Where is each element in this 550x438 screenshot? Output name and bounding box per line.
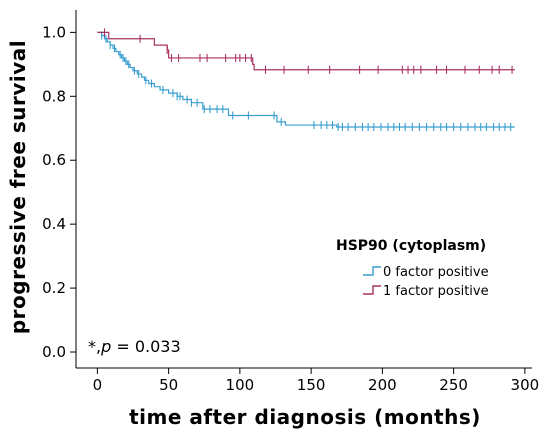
p-value-annotation: *,p = 0.033 [88,337,181,356]
y-tick-label: 0.8 [42,87,66,105]
x-tick-label: 200 [368,376,397,394]
p-value-variable: p [100,337,111,356]
x-tick-label: 250 [439,376,468,394]
y-tick-label: 0.0 [42,343,66,361]
x-tick-label: 50 [159,376,178,394]
survival-curve [97,31,515,128]
legend-swatch [363,285,381,295]
y-tick-label: 1.0 [42,23,66,41]
y-tick-label: 0.4 [42,215,66,233]
y-axis-title: progressive free survival [6,40,30,334]
p-value-text: = 0.033 [111,337,180,356]
x-tick-label: 150 [297,376,326,394]
series-2 [97,28,515,74]
legend-item: 1 factor positive [363,284,489,299]
legend: HSP90 (cytoplasm) 0 factor positive 1 fact… [336,238,489,299]
legend-swatch [363,266,381,276]
p-value-prefix: *, [88,337,101,356]
x-tick-label: 0 [93,376,103,394]
series-layer [97,28,515,131]
axes: 0.0 0.2 0.4 0.6 0.8 1.0 0 50 100 150 200 250 300 [42,10,539,394]
x-tick-label: 100 [226,376,255,394]
x-axis-title: time after diagnosis (months) [129,405,481,429]
y-tick-label: 0.6 [42,151,66,169]
legend-item: 0 factor positive [363,265,489,280]
legend-label: 1 factor positive [383,284,489,299]
y-tick-label: 0.2 [42,279,66,297]
legend-title: HSP90 (cytoplasm) [336,238,486,254]
survival-curve [97,31,515,71]
legend-label: 0 factor positive [383,265,489,280]
x-tick-label: 300 [511,376,540,394]
series-1 [97,31,515,131]
